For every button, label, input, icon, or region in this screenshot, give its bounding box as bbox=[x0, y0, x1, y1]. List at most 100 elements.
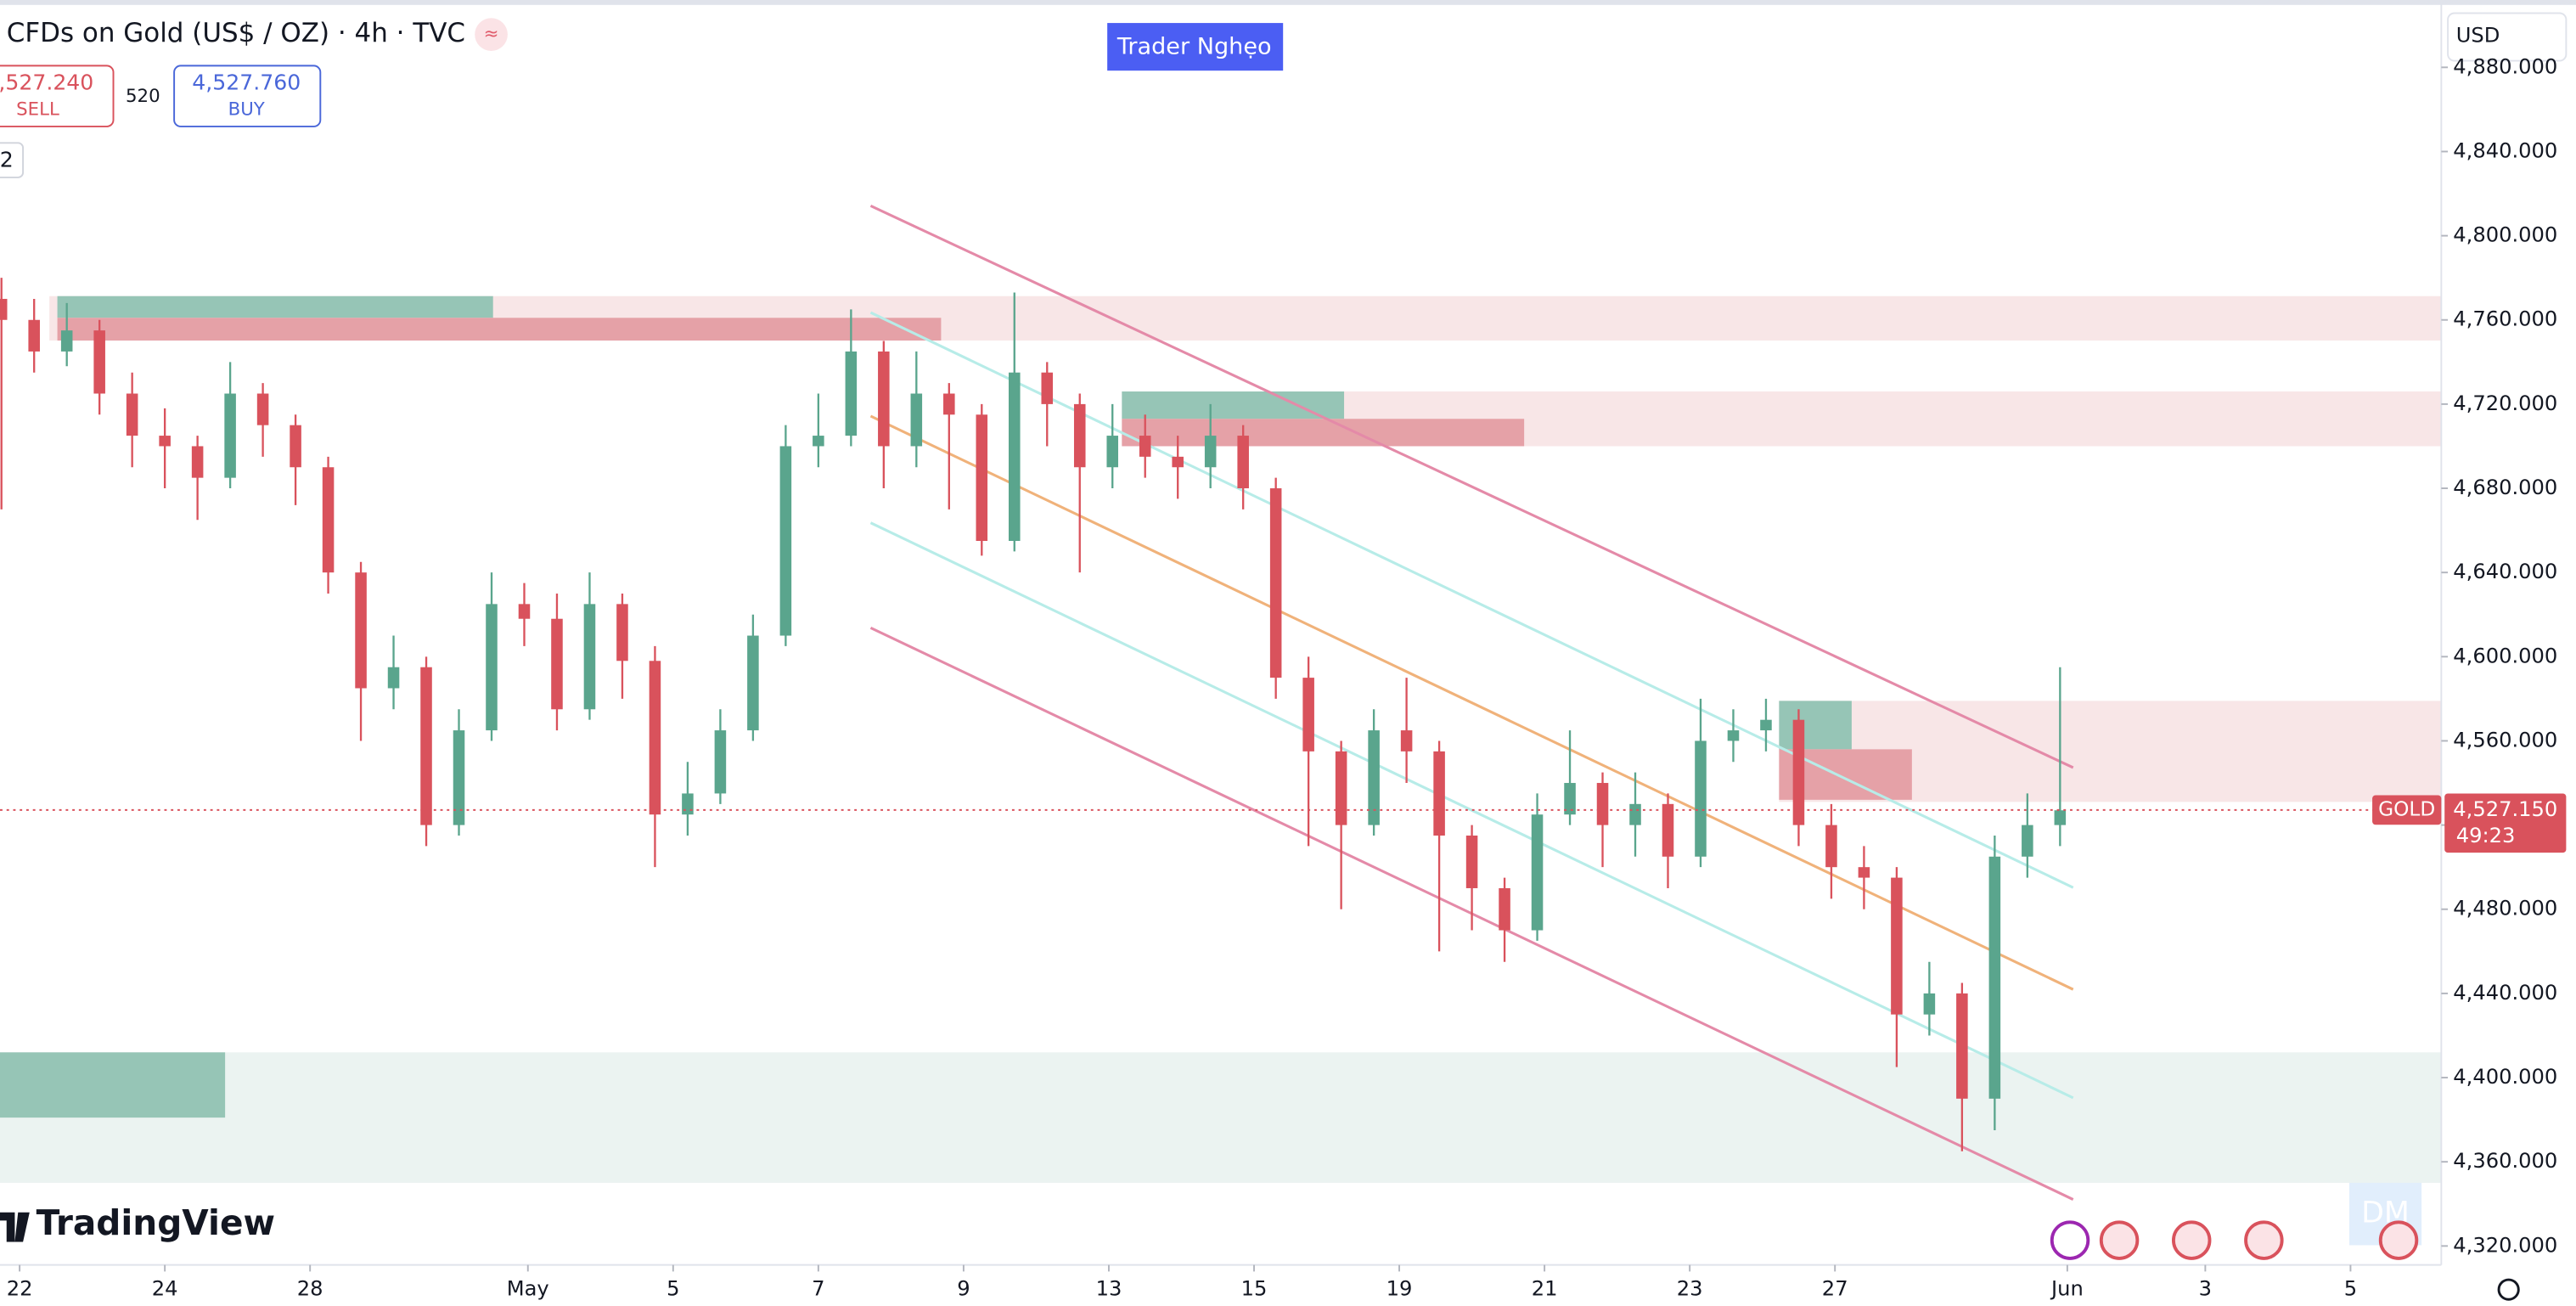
candle-body bbox=[1009, 372, 1021, 541]
event-icons bbox=[2050, 1220, 2419, 1260]
x-tick-label: 7 bbox=[812, 1277, 824, 1301]
event-icon[interactable] bbox=[2378, 1220, 2419, 1260]
sell-price: 4,527.240 bbox=[0, 70, 93, 95]
candle-body bbox=[1629, 803, 1641, 825]
sell-label: SELL bbox=[16, 99, 59, 121]
candle-body bbox=[878, 351, 890, 447]
x-tick-label: 5 bbox=[666, 1277, 679, 1301]
symbol-tag-box bbox=[2372, 795, 2442, 825]
x-tick-label: 3 bbox=[2199, 1277, 2212, 1301]
y-tick-label: 4,360.000 bbox=[2453, 1149, 2557, 1173]
last-price-box bbox=[2444, 793, 2567, 853]
event-icon[interactable] bbox=[2244, 1220, 2284, 1260]
candle-body bbox=[1596, 783, 1609, 825]
y-tick-label: 4,880.000 bbox=[2453, 54, 2557, 78]
candle-body bbox=[290, 425, 301, 468]
candle-body bbox=[1172, 456, 1184, 468]
candle-body bbox=[649, 661, 661, 815]
candle-body bbox=[355, 572, 367, 689]
y-tick-label: 4,800.000 bbox=[2453, 223, 2557, 247]
candle-body bbox=[551, 618, 563, 710]
zone bbox=[57, 296, 493, 318]
top-bar bbox=[0, 0, 2576, 5]
trend-line bbox=[869, 311, 2074, 889]
candle-body bbox=[747, 635, 759, 731]
x-tick-label: May bbox=[507, 1277, 549, 1301]
zone bbox=[1779, 701, 1852, 750]
candle-body bbox=[387, 667, 400, 689]
sell-button[interactable] bbox=[0, 65, 115, 127]
y-tick-label: 4,760.000 bbox=[2453, 307, 2557, 331]
y-tick-label: 4,320.000 bbox=[2453, 1233, 2557, 1257]
zone bbox=[57, 318, 942, 341]
settings-icon[interactable] bbox=[2497, 1278, 2520, 1301]
y-tick-label: 4,840.000 bbox=[2453, 138, 2557, 162]
candle-body bbox=[779, 446, 792, 636]
indicator-toggle[interactable] bbox=[0, 142, 25, 178]
candle-body bbox=[1825, 825, 1837, 868]
y-tick-label: 4,640.000 bbox=[2453, 560, 2557, 583]
candle-body bbox=[976, 414, 988, 541]
candle-body bbox=[943, 393, 955, 415]
plot bbox=[0, 205, 2442, 1201]
zone bbox=[0, 1052, 226, 1118]
candle-body bbox=[126, 393, 138, 436]
candle-body bbox=[28, 319, 40, 352]
candle-body bbox=[1302, 678, 1314, 752]
candle-body bbox=[2054, 810, 2067, 825]
candle-body bbox=[1400, 730, 1413, 752]
candle-body bbox=[486, 604, 498, 731]
buy-button[interactable] bbox=[173, 65, 322, 127]
x-tick-label: 27 bbox=[1822, 1277, 1848, 1301]
market-status-icon bbox=[475, 18, 508, 51]
indicator-count: 2 bbox=[0, 148, 14, 172]
last-price-label: 4,527.150 bbox=[2453, 797, 2557, 821]
candle-body bbox=[1564, 783, 1576, 815]
candle-body bbox=[420, 667, 432, 825]
candle-body bbox=[60, 330, 73, 352]
currency-label: USD bbox=[2456, 24, 2500, 48]
x-tick-label: 15 bbox=[1241, 1277, 1268, 1301]
candle-body bbox=[1792, 719, 1805, 825]
candle-body bbox=[1465, 836, 1478, 888]
currency-select[interactable] bbox=[2447, 12, 2568, 62]
x-tick-label: 19 bbox=[1386, 1277, 1413, 1301]
candle-body bbox=[1368, 730, 1380, 825]
zone bbox=[1122, 391, 1345, 419]
logo-mark bbox=[0, 1212, 30, 1242]
candle-body bbox=[682, 793, 694, 815]
event-icon[interactable] bbox=[2172, 1220, 2212, 1260]
author-tag-box bbox=[1107, 23, 1284, 71]
y-tick-label: 4,680.000 bbox=[2453, 476, 2557, 499]
candle-body bbox=[1073, 403, 1086, 468]
candle-body bbox=[1499, 887, 1510, 931]
trend-line bbox=[869, 414, 2074, 991]
candle-body bbox=[1760, 719, 1772, 731]
candle-body bbox=[1891, 877, 1903, 1015]
symbol-header: CFDs on Gold (US$ / OZ) · 4h · TVC bbox=[7, 18, 465, 48]
y-tick-label: 4,440.000 bbox=[2453, 981, 2557, 1005]
buy-label: BUY bbox=[228, 99, 266, 121]
event-icon[interactable] bbox=[2050, 1220, 2090, 1260]
candle-body bbox=[0, 298, 8, 320]
candle-body bbox=[1433, 751, 1445, 836]
y-tick-label: 4,400.000 bbox=[2453, 1065, 2557, 1089]
candle-body bbox=[2022, 825, 2033, 857]
buy-price: 4,527.760 bbox=[192, 70, 301, 95]
candle-body bbox=[1531, 814, 1544, 931]
author-tag: Trader Nghẹo bbox=[1116, 34, 1272, 60]
candle-body bbox=[93, 330, 105, 394]
candle-body bbox=[813, 436, 824, 447]
event-icon[interactable] bbox=[2099, 1220, 2140, 1260]
y-tick-label: 4,480.000 bbox=[2453, 897, 2557, 920]
candle-body bbox=[1956, 993, 1968, 1099]
y-tick-label: 4,600.000 bbox=[2453, 644, 2557, 667]
x-tick-label: 21 bbox=[1532, 1277, 1558, 1301]
candle-body bbox=[1662, 803, 1674, 857]
x-tick-label: 5 bbox=[2344, 1277, 2357, 1301]
candle-body bbox=[256, 393, 269, 425]
x-tick-label: 22 bbox=[7, 1277, 33, 1301]
candle-body bbox=[1139, 436, 1151, 457]
